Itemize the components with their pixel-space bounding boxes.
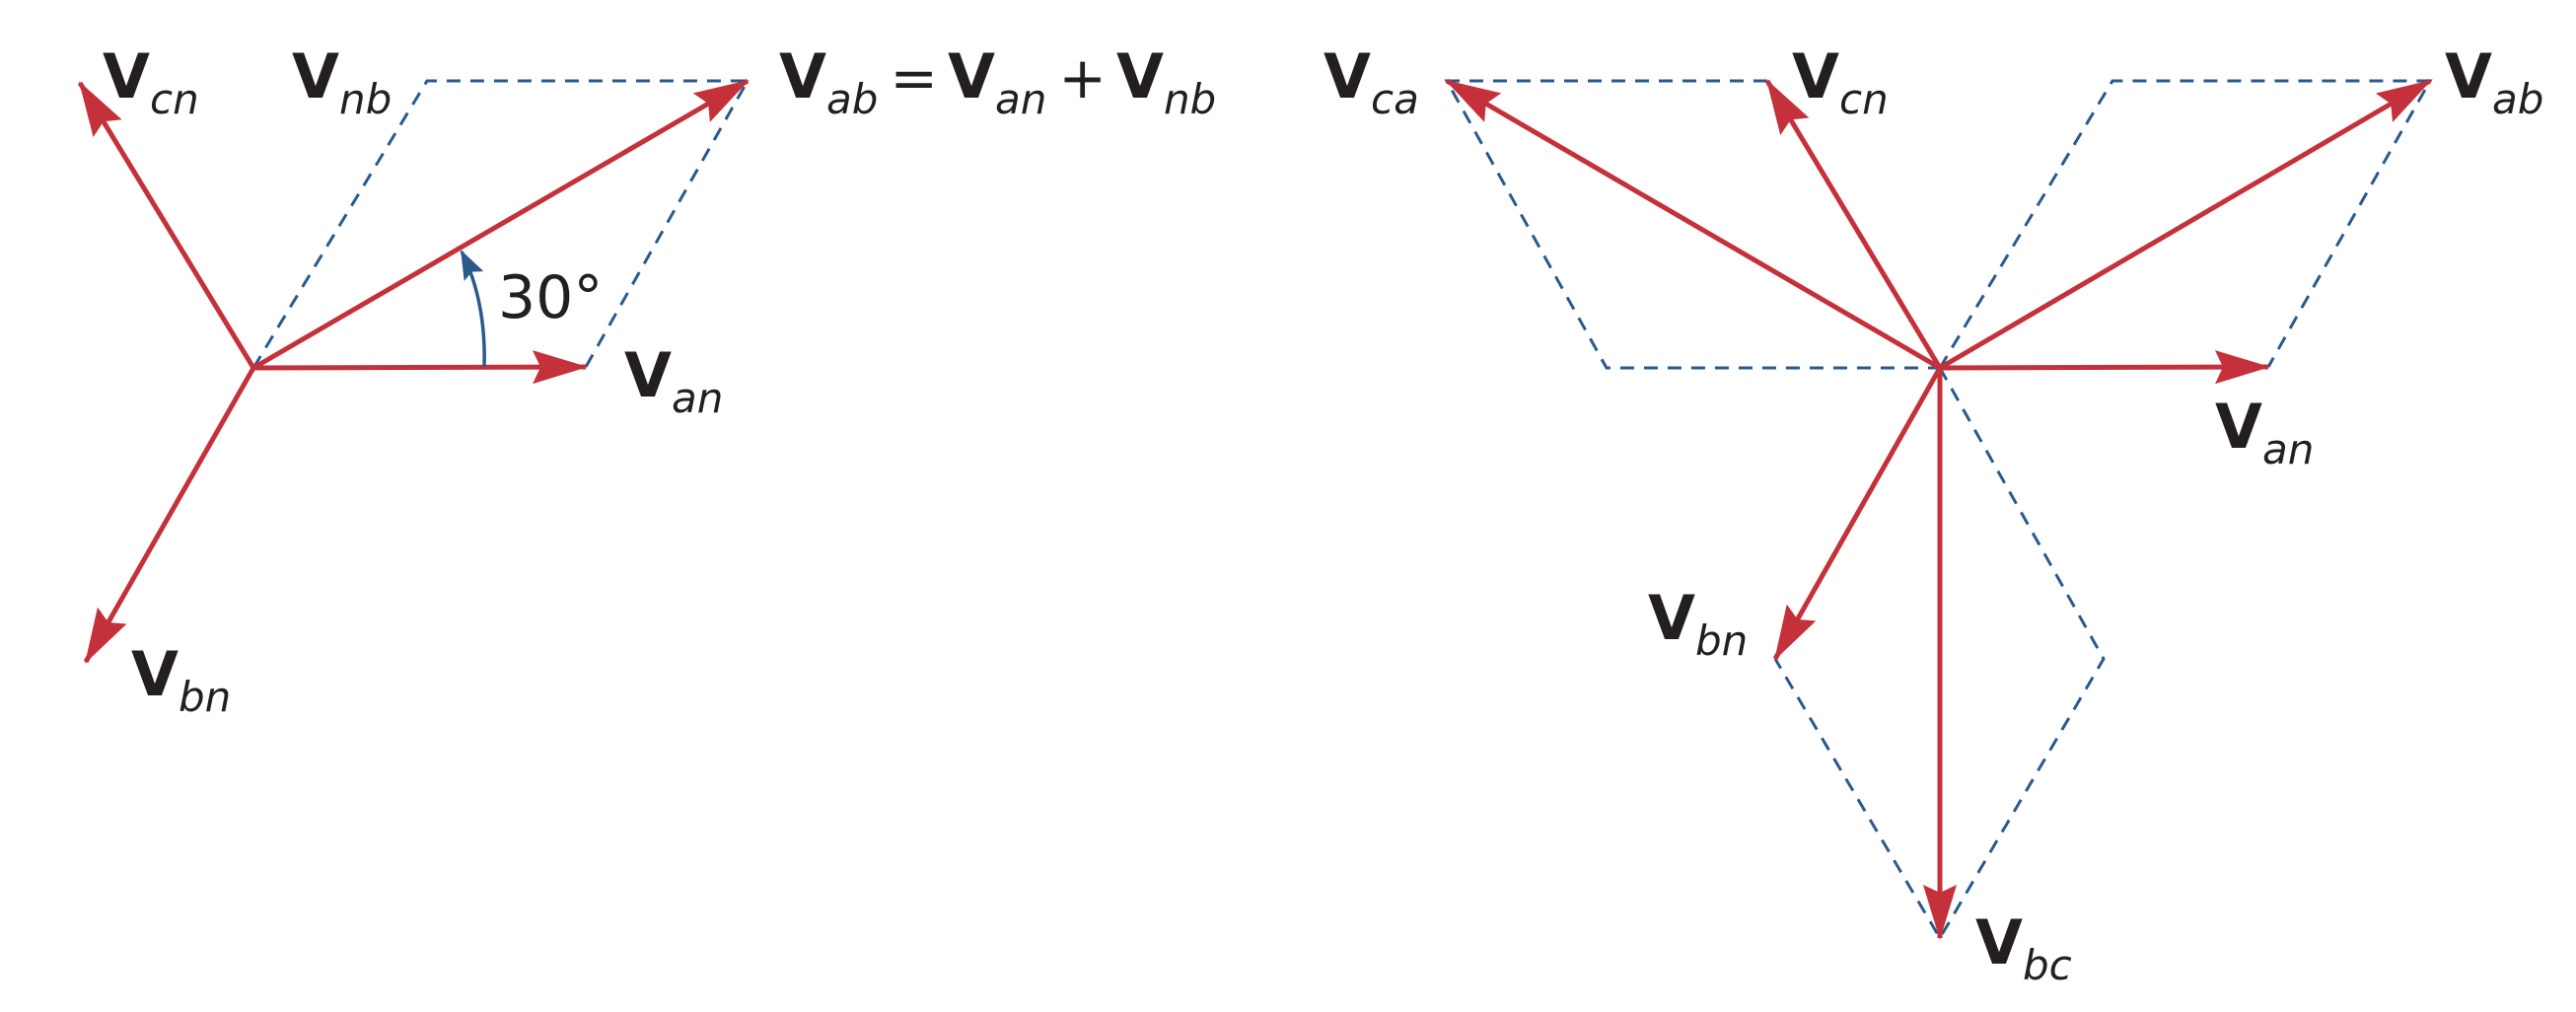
- phasor-vca: [1445, 78, 1942, 371]
- label-vbc: Vbc: [1975, 906, 2072, 989]
- dashed-parallelogram-vbc: [1773, 367, 2106, 941]
- phasor-vab: [251, 78, 750, 371]
- phasor-vcn: [1764, 79, 1943, 370]
- right-phasor-diagram: Vca Vcn Vab Van Vbn Vbc: [1324, 40, 2543, 989]
- dashed-parallelogram-vab: [1938, 79, 2433, 369]
- label-vbn: Vbn: [131, 638, 231, 721]
- phasor-vbn: [83, 366, 256, 664]
- right-phasors: [1445, 78, 2432, 940]
- phasor-vab: [1938, 78, 2432, 371]
- left-phasor-diagram: Vcn Vnb Vab = Van + Vnb 30° Van Vbn: [77, 40, 1216, 721]
- label-vcn: Vcn: [1792, 40, 1889, 123]
- phasor-vbn: [1772, 366, 1943, 661]
- equation-vab: Vab = Van + Vnb: [779, 40, 1216, 123]
- angle-label: 30°: [498, 263, 603, 332]
- phasor-van: [1939, 350, 2270, 385]
- label-vbn: Vbn: [1648, 582, 1748, 665]
- dashed-parallelogram-vca: [1444, 79, 1940, 370]
- label-vnb: Vnb: [292, 40, 392, 123]
- label-vcn: Vcn: [103, 40, 199, 123]
- angle-arc: [460, 250, 486, 368]
- left-construction-lines: [251, 79, 751, 369]
- dashed-parallelogram-vab: [251, 79, 751, 369]
- label-van: Van: [624, 339, 723, 422]
- phasor-vcn: [77, 81, 256, 370]
- label-vab: Vab: [2445, 40, 2543, 123]
- phasor-van: [252, 350, 588, 385]
- label-vca: Vca: [1324, 40, 1419, 123]
- label-van: Van: [2215, 391, 2314, 473]
- left-phasors: [77, 78, 750, 664]
- right-construction-lines: [1444, 79, 2433, 941]
